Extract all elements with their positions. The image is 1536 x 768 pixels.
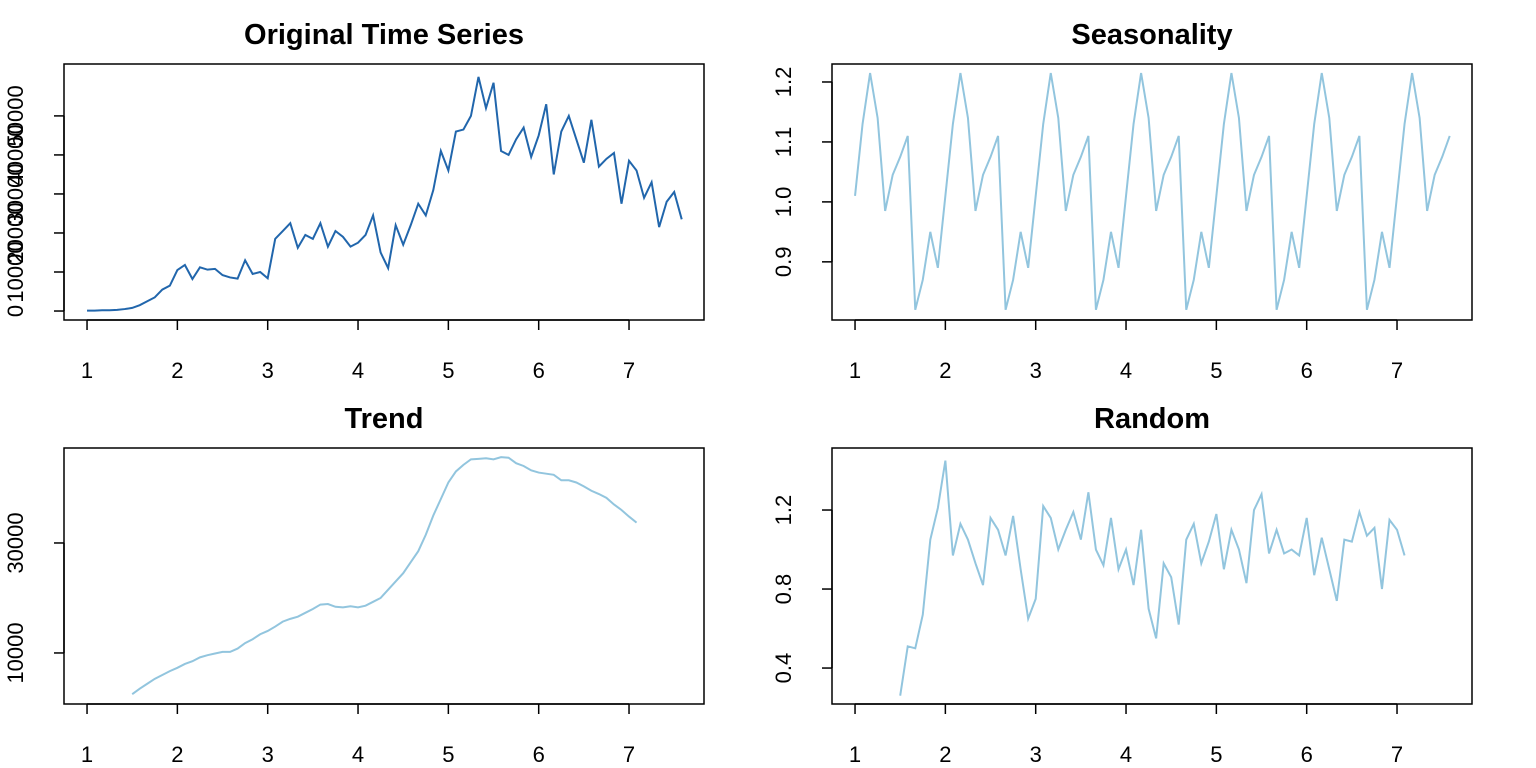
y-tick-label: 30000: [3, 512, 28, 573]
y-tick-label: 0.8: [771, 574, 796, 605]
y-tick-label: 10000: [3, 622, 28, 683]
x-tick-label: 3: [1030, 358, 1042, 383]
x-tick-label: 4: [1120, 358, 1132, 383]
x-tick-label: 2: [171, 358, 183, 383]
series-line: [87, 76, 683, 312]
x-tick-label: 4: [352, 358, 364, 383]
plot-box: [831, 63, 1473, 321]
x-tick-label: 1: [81, 358, 93, 383]
x-tick-label: 3: [1030, 742, 1042, 767]
x-tick-label: 7: [1391, 358, 1403, 383]
x-tick-label: 2: [939, 358, 951, 383]
series-line: [854, 72, 1451, 311]
x-tick-label: 4: [1120, 742, 1132, 767]
series-line: [899, 460, 1406, 696]
x-tick-label: 3: [262, 742, 274, 767]
series-line: [131, 456, 638, 696]
y-tick-label: 1.0: [771, 187, 796, 218]
x-tick-label: 5: [442, 358, 454, 383]
y-tick-label: 0.4: [771, 653, 796, 684]
y-tick-label: 50000: [3, 85, 28, 146]
x-tick-label: 6: [1301, 358, 1313, 383]
y-tick-label: 0.9: [771, 247, 796, 278]
x-tick-label: 3: [262, 358, 274, 383]
y-tick-label: 40000: [3, 124, 28, 185]
x-tick-label: 7: [1391, 742, 1403, 767]
x-tick-label: 7: [623, 742, 635, 767]
y-tick-label: 20000: [3, 202, 28, 263]
plot-box: [63, 447, 705, 705]
plot-box: [831, 447, 1473, 705]
chart-title: Random: [1094, 403, 1210, 435]
x-tick-label: 2: [171, 742, 183, 767]
x-tick-label: 6: [533, 742, 545, 767]
x-tick-label: 1: [849, 742, 861, 767]
x-tick-label: 6: [1301, 742, 1313, 767]
x-tick-label: 7: [623, 358, 635, 383]
x-tick-label: 5: [1210, 358, 1222, 383]
x-tick-label: 5: [442, 742, 454, 767]
y-tick-label: 30000: [3, 163, 28, 224]
x-tick-label: 1: [849, 358, 861, 383]
chart-title: Trend: [345, 403, 424, 435]
x-tick-label: 1: [81, 742, 93, 767]
plot-box: [63, 63, 705, 321]
x-tick-label: 2: [939, 742, 951, 767]
chart-title: Original Time Series: [244, 19, 524, 51]
y-tick-label: 0: [3, 305, 28, 317]
y-tick-label: 1.2: [771, 67, 796, 98]
x-tick-label: 4: [352, 742, 364, 767]
chart-title: Seasonality: [1071, 19, 1232, 51]
x-tick-label: 5: [1210, 742, 1222, 767]
y-tick-label: 1.2: [771, 495, 796, 526]
y-tick-label: 10000: [3, 241, 28, 302]
x-tick-label: 6: [533, 358, 545, 383]
y-tick-label: 1.1: [771, 127, 796, 158]
